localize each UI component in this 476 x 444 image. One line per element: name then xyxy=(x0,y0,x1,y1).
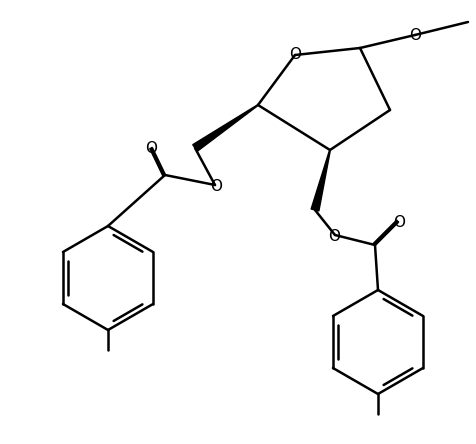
Text: O: O xyxy=(408,28,420,43)
Text: O: O xyxy=(209,178,221,194)
Text: O: O xyxy=(288,47,300,62)
Text: O: O xyxy=(145,140,157,155)
Polygon shape xyxy=(192,105,258,151)
Polygon shape xyxy=(310,150,330,211)
Text: O: O xyxy=(392,214,404,230)
Text: O: O xyxy=(327,229,339,243)
